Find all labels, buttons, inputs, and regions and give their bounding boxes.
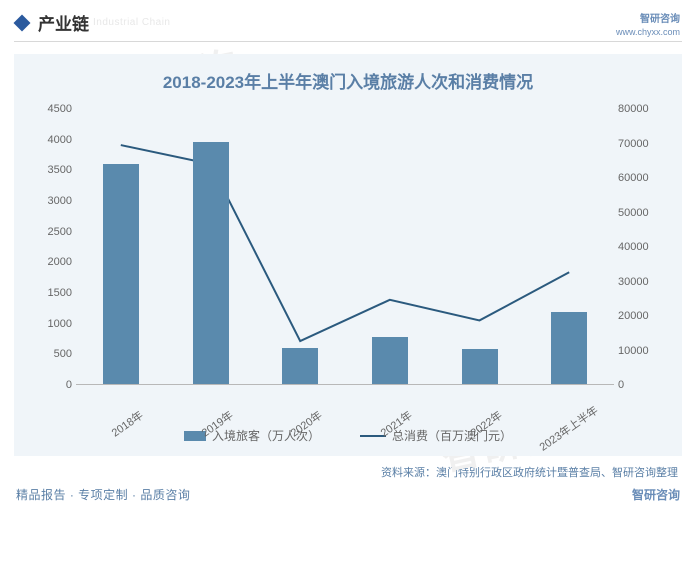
footer-brand: 智研咨询 (632, 486, 680, 503)
y-left-tick: 1000 (32, 318, 72, 330)
bar (372, 337, 408, 384)
logo-area: 智研咨询 www.chyxx.com (616, 10, 680, 37)
bar (193, 142, 229, 384)
y-left-tick: 1500 (32, 287, 72, 299)
y-left-tick: 4000 (32, 134, 72, 146)
y-left-tick: 3500 (32, 164, 72, 176)
line-series (121, 145, 569, 341)
brand-name: 智研咨询 (616, 10, 680, 25)
page-header: 产业链 Industrial Chain 智研咨询 www.chyxx.com (0, 0, 696, 41)
header-title: 产业链 (38, 10, 89, 35)
y-right-tick: 60000 (618, 172, 664, 184)
diamond-icon (14, 14, 31, 31)
header-subtitle: Industrial Chain (93, 17, 170, 28)
y-right-tick: 70000 (618, 138, 664, 150)
plot-area: 0500100015002000250030003500400045000100… (32, 109, 664, 419)
bar (282, 348, 318, 384)
y-left-tick: 3000 (32, 195, 72, 207)
y-left-tick: 0 (32, 379, 72, 391)
y-left-tick: 2000 (32, 256, 72, 268)
page-footer: 精品报告 · 专项定制 · 品质咨询 智研咨询 (0, 480, 696, 513)
y-right-tick: 10000 (618, 345, 664, 357)
line-overlay (76, 109, 614, 384)
y-right-tick: 20000 (618, 310, 664, 322)
y-left-tick: 2500 (32, 226, 72, 238)
data-source: 资料来源：澳门特别行政区政府统计暨普查局、智研咨询整理 (0, 464, 696, 480)
footer-left: 精品报告 · 专项定制 · 品质咨询 (16, 486, 190, 503)
bar (103, 164, 139, 384)
y-right-tick: 30000 (618, 276, 664, 288)
bar (462, 349, 498, 384)
y-right-tick: 80000 (618, 103, 664, 115)
y-left-tick: 500 (32, 348, 72, 360)
y-right-tick: 0 (618, 379, 664, 391)
plot-inner (76, 109, 614, 385)
y-right-tick: 40000 (618, 241, 664, 253)
chart-container: 2018-2023年上半年澳门入境旅游人次和消费情况 0 500 1000 1500 2… (14, 54, 682, 456)
brand-url: www.chyxx.com (616, 27, 680, 37)
y-left-tick: 4500 (32, 103, 72, 115)
y-right-tick: 50000 (618, 207, 664, 219)
bar (551, 312, 587, 384)
chart-title: 2018-2023年上半年澳门入境旅游人次和消费情况 (32, 68, 664, 93)
header-underline (14, 41, 682, 42)
